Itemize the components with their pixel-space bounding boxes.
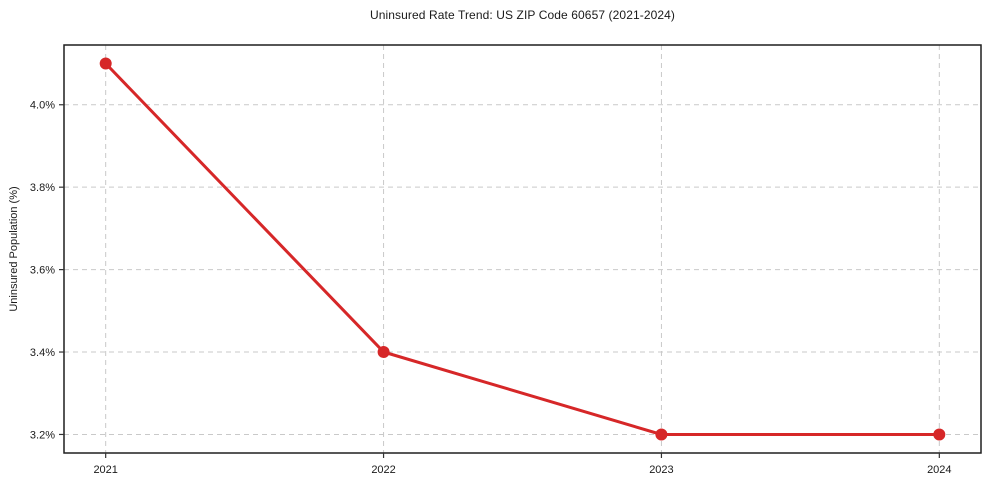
x-tick-label: 2021: [93, 464, 117, 476]
data-point-marker: [377, 346, 390, 358]
line-series: [104, 62, 941, 436]
y-tick-label: 3.2%: [30, 429, 55, 441]
data-point-marker: [99, 57, 112, 70]
data-point-marker: [933, 428, 946, 441]
y-tick-label: 3.4%: [30, 347, 55, 359]
y-axis-label: Uninsured Population (%): [8, 186, 20, 312]
x-tick-label: 2022: [371, 464, 395, 476]
y-tick-label: 3.6%: [30, 264, 55, 276]
data-point-marker: [655, 428, 668, 441]
y-tick-label: 4.0%: [30, 100, 55, 112]
x-tick-label: 2023: [649, 464, 673, 476]
plot-background: [64, 45, 981, 453]
x-tick-label: 2024: [927, 464, 951, 476]
axes-frame: [63, 44, 982, 454]
chart-title: Uninsured Rate Trend: US ZIP Code 60657 …: [369, 8, 676, 22]
y-tick-label: 3.8%: [30, 182, 55, 194]
